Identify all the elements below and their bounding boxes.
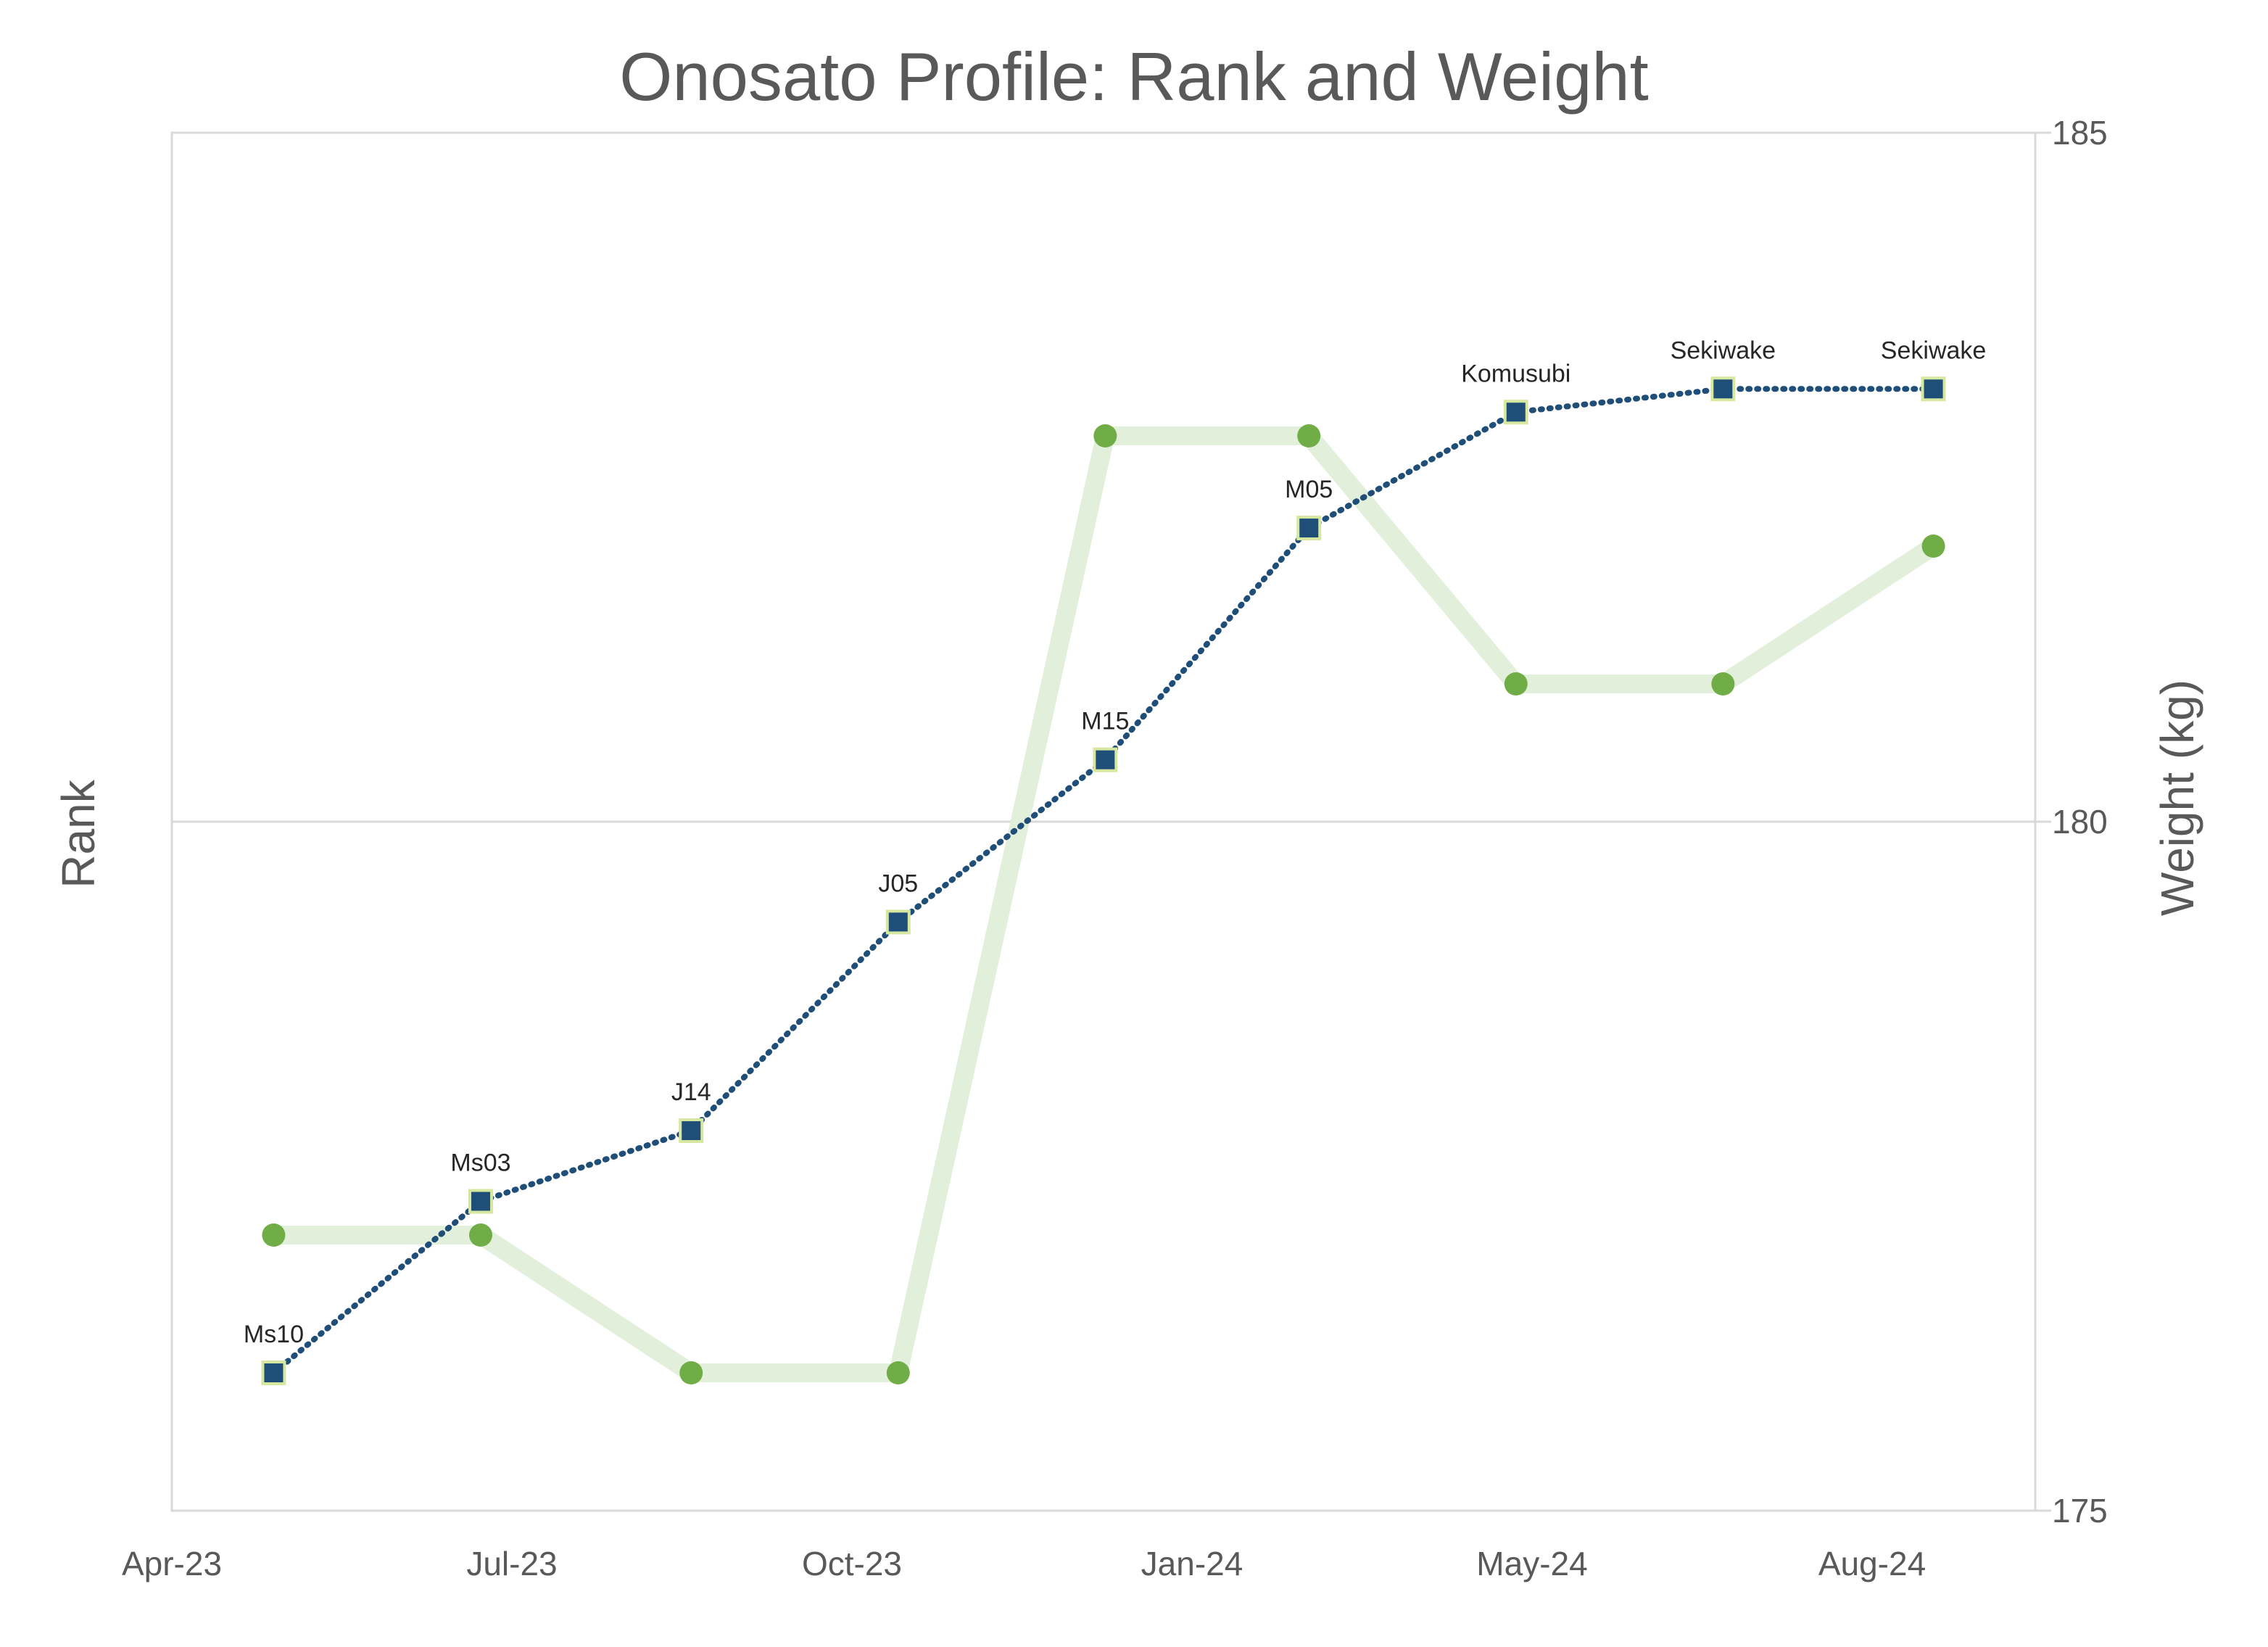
weight-point — [679, 1361, 703, 1384]
weight-line — [264, 426, 1943, 1382]
rank-label: Ms03 — [450, 1149, 510, 1176]
rank-label: Sekiwake — [1881, 337, 1987, 364]
plot-area — [170, 131, 2051, 1512]
rank-label: Komusubi — [1461, 360, 1570, 387]
x-tick-label: May-24 — [1476, 1545, 1587, 1582]
weight-point — [886, 1361, 910, 1384]
x-axis-tick-labels: Apr-23 Jul-23 Oct-23 Jan-24 May-24 Aug-24 — [122, 1545, 1926, 1582]
rank-point — [261, 1361, 286, 1385]
weight-point — [1711, 672, 1735, 695]
x-tick-label: Oct-23 — [802, 1545, 902, 1582]
weight-point — [1297, 424, 1321, 447]
rank-point — [1296, 516, 1322, 541]
rank-label: Ms10 — [244, 1321, 304, 1348]
y-right-axis-title: Weight (kg) — [2151, 680, 2203, 916]
y-tick-label: 180 — [2052, 803, 2108, 841]
weight-point — [1093, 424, 1117, 447]
rank-point — [1921, 376, 1946, 402]
weight-series — [262, 424, 1945, 1384]
rank-point — [885, 909, 911, 935]
rank-label: J05 — [878, 870, 918, 897]
rank-point — [1710, 376, 1736, 402]
rank-point — [1093, 747, 1118, 772]
x-tick-label: Apr-23 — [122, 1545, 222, 1582]
rank-point — [1503, 400, 1528, 425]
rank-label: M05 — [1285, 476, 1333, 503]
x-tick-label: Jan-24 — [1141, 1545, 1243, 1582]
gridlines — [172, 131, 2051, 1512]
y-right-axis-tick-labels: 175 180 185 — [2052, 114, 2108, 1530]
rank-label: J14 — [671, 1078, 711, 1106]
rank-label: M15 — [1081, 708, 1129, 735]
rank-line — [270, 386, 1937, 1376]
weight-point — [262, 1223, 286, 1247]
y-left-axis-title: Rank — [52, 779, 104, 888]
weight-point — [1504, 672, 1528, 695]
rank-series: Ms10 Ms03 J14 J05 M15 M05 Komusubi Sekiwake Seki… — [244, 337, 1987, 1385]
y-tick-label: 175 — [2052, 1492, 2108, 1530]
y-tick-label: 185 — [2052, 114, 2108, 152]
rank-point — [679, 1118, 704, 1144]
rank-label: Sekiwake — [1671, 337, 1776, 364]
weight-point — [1921, 534, 1945, 558]
x-tick-label: Aug-24 — [1818, 1545, 1926, 1582]
x-tick-label: Jul-23 — [466, 1545, 557, 1582]
chart-title: Onosato Profile: Rank and Weight — [619, 38, 1649, 115]
weight-point — [468, 1223, 492, 1247]
rank-point — [468, 1189, 493, 1214]
